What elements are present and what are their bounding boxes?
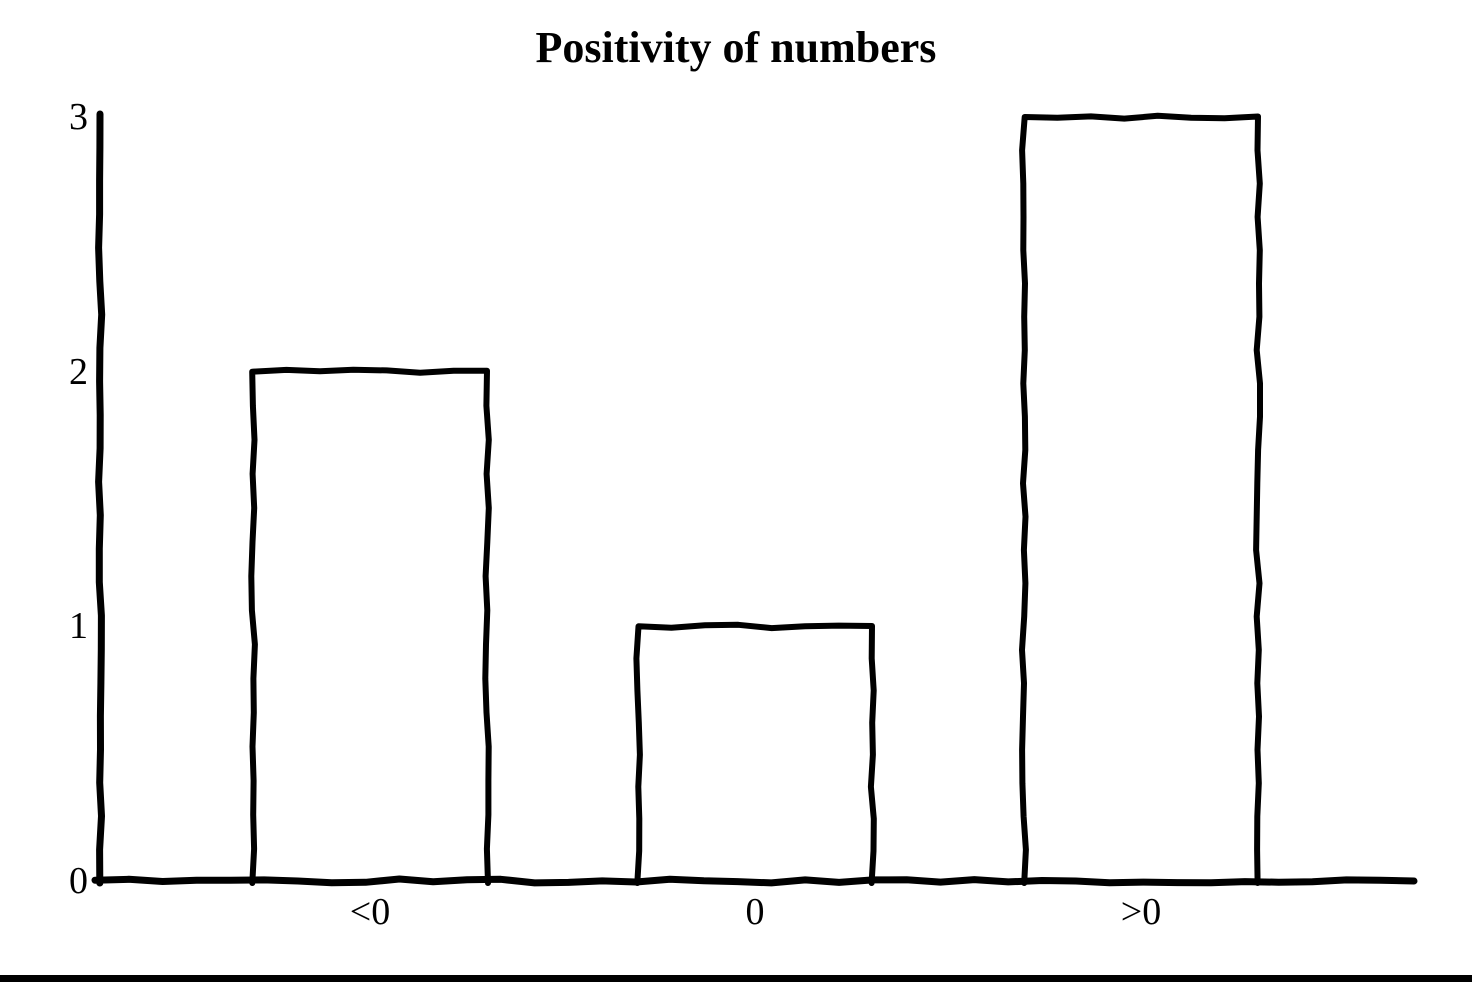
x-category-label-3: >0 xyxy=(1120,891,1162,933)
x-category-label-1: <0 xyxy=(349,891,391,933)
x-category-label-2: 0 xyxy=(745,891,765,933)
bottom-border-line xyxy=(0,975,1472,982)
y-tick-label-0: 0 xyxy=(69,860,88,902)
chart-title: Positivity of numbers xyxy=(535,23,937,72)
y-tick-label-2: 2 xyxy=(69,350,88,393)
y-tick-label-1: 1 xyxy=(69,605,88,648)
x-axis-line xyxy=(91,875,1418,887)
y-axis-line xyxy=(95,110,106,887)
bar-outline-3 xyxy=(1019,112,1263,886)
bar-outline-1 xyxy=(248,366,492,886)
y-tick-label-3: 3 xyxy=(69,96,88,138)
bar-outline-2 xyxy=(633,621,877,886)
